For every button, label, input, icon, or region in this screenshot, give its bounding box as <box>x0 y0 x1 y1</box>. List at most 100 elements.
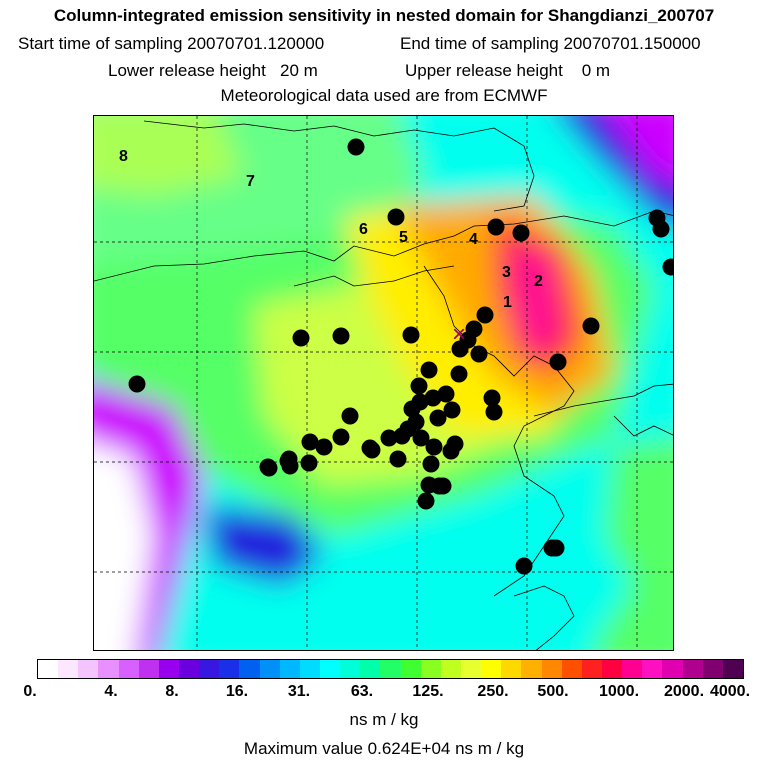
colorbar-tick-label: 31. <box>287 683 311 700</box>
point-source-dot <box>347 138 365 156</box>
colorbar-segment <box>581 660 602 678</box>
colorbar-segment <box>279 660 300 678</box>
point-source-dot <box>662 258 673 276</box>
colorbar-segment <box>400 660 421 678</box>
lower-release-text: Lower release height 20 m <box>108 61 318 80</box>
point-source-dot <box>451 340 469 358</box>
colorbar-tick-label: 250. <box>477 683 509 700</box>
point-sources <box>128 138 673 575</box>
point-source-dot <box>450 365 468 383</box>
point-source-dot <box>485 403 503 421</box>
colorbar-tick-label: 4000. <box>709 683 751 700</box>
colorbar-segment <box>259 660 280 678</box>
colorbar-segment <box>38 660 59 678</box>
point-source-dot <box>410 377 428 395</box>
day-label-7: 7 <box>246 173 255 190</box>
point-source-dot <box>315 438 333 456</box>
point-source-dot <box>402 326 420 344</box>
day-label-2: 2 <box>534 273 543 290</box>
point-source-dot <box>292 329 310 347</box>
colorbar-segment <box>319 660 341 678</box>
point-source-dot <box>332 327 350 345</box>
colorbar-tick-label: 63. <box>350 683 374 700</box>
map-svg: 8 7 6 5 4 3 2 1 × <box>94 116 673 650</box>
point-source-dot <box>437 385 455 403</box>
emission-sensitivity-map: 8 7 6 5 4 3 2 1 × <box>93 115 674 651</box>
colorbar-segment <box>239 660 260 678</box>
colorbar-segment <box>481 660 502 678</box>
colorbar-segment <box>541 660 562 678</box>
colorbar-segment <box>219 660 240 678</box>
point-source-dot <box>332 428 350 446</box>
point-source-dot <box>300 454 318 472</box>
sensitivity-field <box>94 116 673 650</box>
colorbar-segment <box>58 660 79 678</box>
colorbar-segment <box>622 660 643 678</box>
point-source-dot <box>483 389 501 407</box>
point-source-dot <box>380 429 398 447</box>
colorbar-tick-label: 4. <box>104 683 118 700</box>
point-source-dot <box>403 400 421 418</box>
colorbar-segment <box>98 660 119 678</box>
point-source-dot <box>389 450 407 468</box>
colorbar-segment <box>299 660 320 678</box>
colorbar-segment <box>340 660 361 678</box>
point-source-dot <box>393 427 411 445</box>
point-source-dot <box>387 208 405 226</box>
point-source-dot <box>420 361 438 379</box>
day-label-3: 3 <box>502 264 511 281</box>
plot-title: Column-integrated emission sensitivity i… <box>53 6 715 25</box>
point-source-dot <box>487 218 505 236</box>
point-source-dot <box>652 220 670 238</box>
colorbar-segment <box>460 660 482 678</box>
point-source-dot <box>260 459 278 477</box>
colorbar-segment <box>642 660 663 678</box>
colorbar-segment <box>662 660 683 678</box>
day-label-5: 5 <box>399 229 408 246</box>
met-data-line: Meteorological data used are from ECMWF <box>220 86 548 105</box>
start-time-text: Start time of sampling 20070701.120000 <box>18 34 325 53</box>
point-source-dot <box>128 375 146 393</box>
colorbar-segment <box>440 660 461 678</box>
boundaries <box>94 120 673 650</box>
colorbar <box>37 659 744 679</box>
colorbar-segment <box>420 660 441 678</box>
colorbar-segment <box>702 660 723 678</box>
colorbar-tick-label: 8. <box>165 683 179 700</box>
point-source-dot <box>301 433 319 451</box>
colorbar-segment <box>601 660 623 678</box>
colorbar-segment <box>682 660 703 678</box>
point-source-dot <box>434 477 452 495</box>
upper-release-text: Upper release height 0 m <box>405 61 611 80</box>
point-source-dot <box>443 401 461 419</box>
point-source-dot <box>279 452 297 470</box>
point-source-dot <box>547 539 565 557</box>
point-source-dot <box>515 557 533 575</box>
point-source-dot <box>470 345 488 363</box>
colorbar-tick-label: 0. <box>23 683 37 700</box>
colorbar-tick-label: 125. <box>412 683 444 700</box>
colorbar-segment <box>199 660 220 678</box>
point-source-dot <box>424 389 442 407</box>
colorbar-segment <box>501 660 522 678</box>
point-source-dot <box>582 317 600 335</box>
point-source-dot <box>512 224 530 242</box>
point-source-dot <box>549 353 567 371</box>
point-source-dot <box>363 441 381 459</box>
colorbar-segment <box>118 660 139 678</box>
colorbar-segment <box>521 660 542 678</box>
colorbar-segment <box>380 660 401 678</box>
point-source-dot <box>446 435 464 453</box>
point-source-dot <box>429 409 447 427</box>
day-label-8: 8 <box>119 148 128 165</box>
colorbar-segment <box>138 660 159 678</box>
colorbar-segment <box>360 660 381 678</box>
colorbar-tick-label: 16. <box>225 683 249 700</box>
point-source-dot <box>417 492 435 510</box>
day-label-4: 4 <box>469 231 478 248</box>
point-source-dot <box>341 407 359 425</box>
day-label-1: 1 <box>503 294 512 311</box>
day-label-6: 6 <box>359 221 368 238</box>
point-source-dot <box>476 306 494 324</box>
colorbar-tick-label: 1000. <box>598 683 640 700</box>
